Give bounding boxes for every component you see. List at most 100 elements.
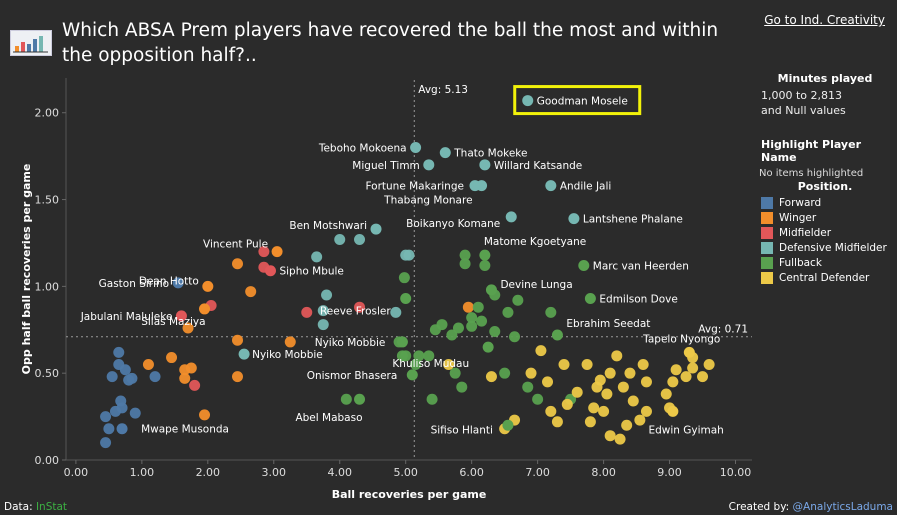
data-point [637, 359, 649, 370]
point-label: Gaston Sirino [99, 278, 169, 290]
point-label: Thabang Monare [383, 195, 472, 207]
point-label: Edmilson Dove [599, 294, 677, 306]
credits: Created by: @AnalyticsLaduma [729, 501, 893, 513]
point-label: Marc van Heerden [593, 261, 689, 273]
data-point [509, 331, 521, 343]
data-point [571, 386, 583, 398]
legend-swatch [761, 212, 773, 224]
minutes-range: 1,000 to 2,813 [761, 89, 843, 102]
data-point [598, 405, 610, 417]
data-point [604, 430, 616, 442]
highlight-filter[interactable]: Highlight Player Name No items highlight… [755, 138, 895, 179]
legend-item[interactable]: Defensive Midfielder [761, 242, 895, 254]
highlight-value: No items highlighted [759, 168, 864, 179]
data-point-labeled [439, 147, 451, 159]
point-label: Andile Jali [560, 181, 612, 193]
data-point-labeled [400, 293, 412, 305]
data-point [301, 306, 313, 318]
legend-item[interactable]: Fullback [761, 257, 895, 269]
data-point [317, 305, 329, 317]
x-tick-label: 9.00 [657, 466, 682, 479]
data-point [410, 359, 422, 370]
legend-swatch [761, 227, 773, 239]
data-point-labeled [199, 303, 211, 315]
data-point [624, 367, 636, 379]
legend-item[interactable]: Midfielder [761, 227, 895, 239]
legend-item[interactable]: Central Defender [761, 272, 895, 284]
data-source: Data: InStat [4, 501, 67, 513]
data-point [551, 416, 563, 428]
point-label: Lantshene Phalane [583, 214, 683, 226]
data-point [100, 411, 112, 423]
point-label: Boikanyo Komane [406, 218, 500, 230]
data-point [119, 364, 131, 376]
data-point [232, 258, 243, 270]
data-point [614, 433, 626, 445]
data-point [126, 372, 138, 384]
data-point [456, 381, 468, 393]
legend-label: Winger [779, 212, 817, 224]
data-point [687, 362, 699, 374]
data-point [561, 398, 573, 410]
credits-handle[interactable]: @AnalyticsLaduma [792, 501, 893, 513]
data-point [334, 233, 346, 245]
data-point [258, 246, 270, 258]
data-point [115, 395, 127, 407]
data-point [403, 249, 415, 261]
x-tick-label: 4.00 [327, 466, 352, 479]
y-tick-label: 0.00 [35, 454, 60, 467]
data-point-labeled [202, 280, 214, 292]
data-point [449, 367, 461, 379]
y-axis-title: Opp half ball recoveries per game [20, 164, 33, 375]
data-point-labeled [175, 310, 187, 322]
point-label: Miguel Timm [352, 160, 419, 172]
data-point-labeled [485, 284, 497, 296]
data-point [462, 301, 474, 313]
avg-x-label: Avg: 5.13 [418, 84, 468, 96]
data-point [532, 393, 544, 405]
data-point [100, 437, 112, 449]
data-point [390, 306, 402, 318]
point-label: Silas Maziya [141, 316, 205, 328]
data-point-labeled [482, 341, 494, 353]
legend-swatch [761, 257, 773, 269]
data-point-labeled [410, 141, 422, 153]
data-point [660, 388, 672, 400]
data-point [535, 345, 547, 357]
data-point [185, 362, 197, 374]
legend-item[interactable]: Winger [761, 212, 895, 224]
data-point-labeled [396, 336, 408, 348]
legend-label: Midfielder [779, 227, 832, 239]
data-point [476, 315, 488, 327]
x-axis-title: Ball recoveries per game [332, 488, 487, 501]
data-point [466, 320, 478, 332]
data-point [189, 379, 201, 391]
data-point [179, 372, 191, 384]
data-source-prefix: Data: [4, 501, 36, 513]
point-label: Tapelo Nyongo [642, 333, 720, 345]
point-label: Thato Mokeke [453, 148, 527, 160]
y-tick-label: 0.50 [35, 367, 60, 380]
point-label: Willard Katsande [494, 160, 582, 172]
data-point [472, 301, 484, 313]
data-point-labeled [238, 348, 250, 360]
point-label: Abel Mabaso [295, 412, 362, 424]
data-point [670, 364, 682, 376]
go-to-creativity-link[interactable]: Go to Ind. Creativity [764, 13, 885, 27]
minutes-filter[interactable]: Minutes played 1,000 to 2,813 and Null v… [755, 72, 895, 117]
data-point [443, 359, 455, 370]
data-point [680, 371, 692, 383]
data-point [142, 359, 154, 370]
data-point [311, 251, 323, 263]
x-tick-label: 10.00 [720, 466, 752, 479]
data-point [479, 260, 491, 272]
data-point-labeled [264, 265, 276, 277]
data-point [423, 350, 435, 362]
y-tick-label: 2.00 [35, 107, 60, 120]
point-label: Teboho Mokoena [318, 142, 407, 154]
point-label: Ebrahim Seedat [566, 318, 650, 330]
data-point [284, 336, 296, 348]
data-point [640, 405, 652, 417]
highlight-box [513, 85, 642, 116]
legend-item[interactable]: Forward [761, 197, 895, 209]
